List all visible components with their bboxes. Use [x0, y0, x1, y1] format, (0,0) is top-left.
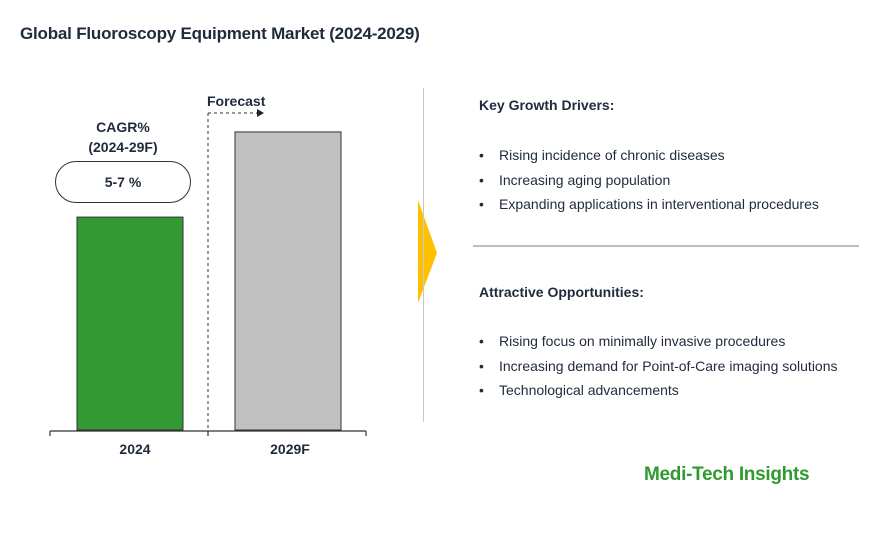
cagr-label-line2: (2024-29F)	[88, 139, 158, 155]
x-tick-label: 2024	[119, 441, 150, 457]
forecast-label: Forecast	[207, 93, 266, 109]
cagr-label-line1: CAGR%	[96, 119, 150, 135]
brand-logo: Medi-Tech Insights	[644, 464, 810, 485]
opportunities-list: Rising focus on minimally invasive proce…	[479, 329, 838, 403]
list-item: Increasing aging population	[479, 168, 819, 193]
horizontal-divider	[473, 245, 859, 247]
bar-2024	[76, 216, 184, 431]
list-item: Rising focus on minimally invasive proce…	[479, 329, 838, 354]
page-title: Global Fluoroscopy Equipment Market (202…	[20, 24, 420, 43]
list-item: Increasing demand for Point-of-Care imag…	[479, 354, 838, 379]
chevron-right-icon	[418, 200, 437, 303]
drivers-list: Rising incidence of chronic diseases Inc…	[479, 143, 819, 217]
vertical-divider	[423, 88, 424, 422]
opportunities-title: Attractive Opportunities:	[479, 284, 644, 300]
forecast-arrowhead-icon	[257, 109, 264, 117]
cagr-label: CAGR% (2024-29F)	[70, 117, 176, 157]
list-item: Expanding applications in interventional…	[479, 192, 819, 217]
list-item: Rising incidence of chronic diseases	[479, 143, 819, 168]
bar-2029f	[234, 131, 342, 431]
cagr-value-badge: 5-7 %	[55, 161, 191, 203]
list-item: Technological advancements	[479, 378, 838, 403]
forecast-bracket	[207, 109, 264, 431]
drivers-title: Key Growth Drivers:	[479, 97, 615, 113]
x-tick-label: 2029F	[270, 441, 310, 457]
